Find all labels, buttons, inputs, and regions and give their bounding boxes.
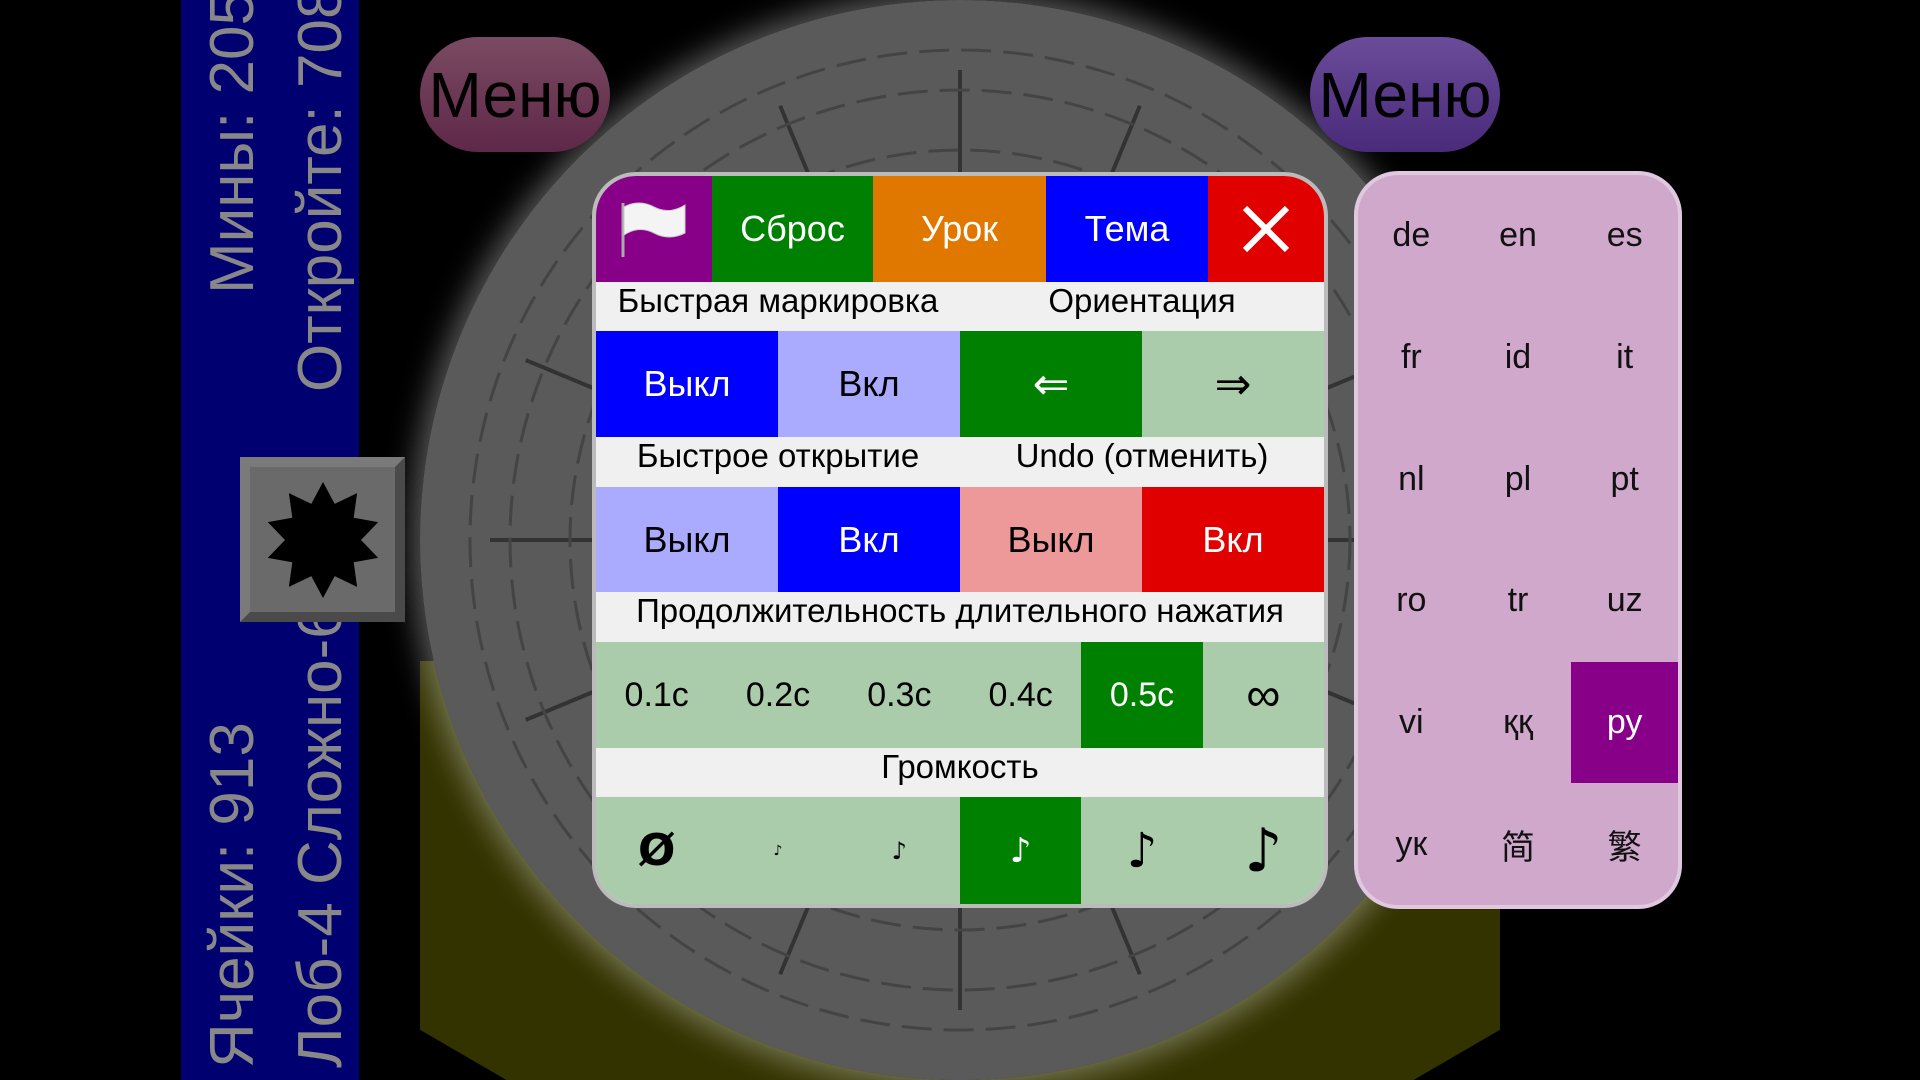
language-panel: de en es fr id it nl pl pt ro tr uz vi ққ ру ук 简 繁 (1354, 171, 1682, 909)
cells-count: Ячейки: 913 (198, 722, 267, 1068)
undo-on[interactable]: Вкл (1142, 487, 1324, 592)
long-press-label: Продолжительность длительного нажатия (636, 592, 1284, 629)
volume-label: Громкость (881, 748, 1039, 785)
language-option-id[interactable]: id (1504, 337, 1532, 376)
theme-button[interactable]: Тема (1046, 176, 1208, 282)
language-option-ққ[interactable]: ққ (1503, 702, 1533, 741)
language-option-pl[interactable]: pl (1504, 459, 1532, 498)
undo-off[interactable]: Выкл (960, 487, 1142, 592)
close-button[interactable] (1208, 176, 1324, 282)
volume-mute-option[interactable]: Ø (596, 797, 718, 904)
open-count: Откройте: 708 (286, 0, 355, 392)
level-info: Лоб-4 Сложно-6 (286, 604, 355, 1068)
language-option-简[interactable]: 简 (1500, 828, 1535, 867)
long-press-option[interactable]: 0.3с (838, 642, 960, 748)
volume-level-option[interactable]: ♪ (1081, 797, 1203, 904)
orientation-label: Ориентация (1048, 282, 1236, 319)
quick-open-on[interactable]: Вкл (778, 487, 960, 592)
language-option-vi[interactable]: vi (1399, 702, 1424, 741)
quick-mark-label: Быстрая маркировка (617, 282, 939, 319)
language-option-ук[interactable]: ук (1395, 824, 1428, 863)
language-option-ro[interactable]: ro (1396, 581, 1427, 620)
reset-button[interactable]: Сброс (712, 176, 873, 282)
orientation-right[interactable]: ⇒ (1142, 331, 1324, 437)
language-option-ру[interactable]: ру (1571, 661, 1678, 784)
volume-level-option[interactable]: ♪ (1202, 797, 1324, 904)
mine-icon (267, 481, 378, 598)
quick-open-label: Быстрое открытие (636, 437, 920, 474)
long-press-option[interactable]: ∞ (1202, 642, 1324, 748)
language-option-繁[interactable]: 繁 (1607, 828, 1642, 867)
flag-button[interactable] (596, 176, 712, 282)
language-option-fr[interactable]: fr (1400, 337, 1422, 376)
menu-button-right[interactable]: Меню (1310, 37, 1500, 152)
long-press-option[interactable]: 0.5с (1081, 642, 1203, 748)
volume-level-option[interactable]: ♪ (717, 797, 839, 904)
mines-count: Мины: 205 (198, 0, 267, 294)
menu-button-left[interactable]: Меню (420, 37, 610, 152)
volume-level-option[interactable]: ♪ (838, 797, 960, 904)
language-option-en[interactable]: en (1499, 216, 1537, 255)
language-option-tr[interactable]: tr (1507, 581, 1529, 620)
flag-icon (621, 202, 686, 257)
language-option-uz[interactable]: uz (1606, 581, 1643, 620)
mine-button[interactable] (240, 457, 405, 622)
long-press-option[interactable]: 0.4с (959, 642, 1082, 748)
settings-panel: Сброс Урок Тема Быстрая маркировка Ориен… (592, 172, 1328, 908)
language-option-nl[interactable]: nl (1398, 459, 1425, 498)
quick-open-off[interactable]: Выкл (596, 487, 778, 592)
language-option-pt[interactable]: pt (1610, 459, 1639, 498)
volume-level-option[interactable]: ♪ (959, 797, 1082, 904)
quick-mark-off[interactable]: Выкл (596, 331, 778, 437)
long-press-option[interactable]: 0.2с (717, 642, 839, 748)
long-press-option[interactable]: 0.1с (596, 642, 718, 748)
language-option-it[interactable]: it (1616, 337, 1634, 376)
undo-label: Undo (отменить) (1015, 437, 1269, 474)
language-option-de[interactable]: de (1392, 216, 1431, 255)
language-option-es[interactable]: es (1606, 216, 1643, 255)
lesson-button[interactable]: Урок (873, 176, 1046, 282)
orientation-left[interactable]: ⇐ (960, 331, 1142, 437)
quick-mark-on[interactable]: Вкл (778, 331, 960, 437)
close-icon (1242, 205, 1290, 253)
